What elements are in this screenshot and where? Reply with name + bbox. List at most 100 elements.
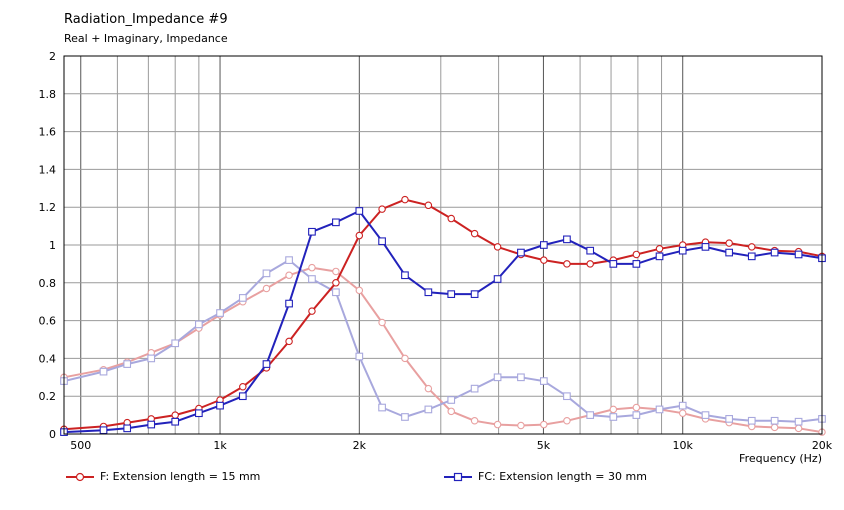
data-point: [632, 403, 641, 412]
data-point: [355, 286, 364, 295]
data-point: [239, 382, 247, 391]
data-point: [424, 384, 433, 393]
data-point: [262, 360, 271, 368]
data-point: [378, 237, 386, 246]
data-point: [123, 360, 132, 368]
data-point: [725, 248, 734, 257]
data-point: [285, 337, 293, 346]
x-tick-label: 5k: [537, 439, 551, 452]
data-point: [747, 416, 756, 425]
data-point: [563, 235, 571, 244]
data-point: [424, 288, 433, 297]
data-point: [794, 417, 803, 426]
data-point: [539, 377, 548, 385]
data-point: [701, 243, 710, 251]
data-point: [308, 263, 316, 272]
series-group: [60, 195, 826, 436]
chart-subtitle: Real + Imaginary, Impedance: [64, 32, 228, 45]
data-point: [794, 250, 803, 259]
data-point: [632, 260, 641, 268]
data-point: [540, 256, 548, 264]
tick-labels: 0 0.2 0.4 0.6 0.8 1 1.2 1.4 1.6 1.8 2 500 1k 2k 5k 10k 2…: [39, 50, 833, 452]
data-point: [701, 411, 710, 419]
data-point: [493, 243, 502, 251]
y-tick-label: 1.6: [39, 126, 57, 139]
data-point: [447, 214, 455, 223]
x-tick-label: 10k: [673, 439, 694, 452]
data-point: [401, 271, 409, 280]
y-tick-label: 1.4: [39, 163, 57, 176]
data-point: [308, 275, 316, 283]
data-point: [238, 392, 247, 401]
data-point: [195, 320, 203, 329]
data-point: [332, 218, 340, 227]
data-point: [678, 246, 687, 255]
data-point: [355, 207, 364, 215]
data-point: [493, 373, 502, 382]
data-point: [378, 205, 386, 213]
data-point: [655, 405, 664, 414]
data-point: [655, 252, 664, 261]
data-point: [401, 354, 409, 363]
legend-label-fc: FC: Extension length = 30 mm: [478, 470, 647, 483]
data-point: [99, 367, 108, 376]
data-point: [609, 413, 618, 421]
data-point: [632, 411, 641, 419]
y-tick-label: 0.4: [39, 352, 57, 365]
legend-marker-square: [444, 472, 472, 481]
data-point: [770, 423, 779, 432]
data-point: [308, 307, 316, 315]
x-tick-label: 1k: [213, 439, 227, 452]
data-point: [332, 288, 340, 297]
data-point: [678, 401, 687, 410]
data-point: [171, 417, 180, 426]
y-tick-label: 0.6: [39, 315, 57, 328]
data-point: [238, 294, 247, 302]
data-point: [401, 413, 409, 421]
data-point: [540, 420, 548, 429]
data-point: [470, 384, 479, 393]
data-point: [424, 405, 433, 414]
data-point: [563, 417, 571, 425]
data-point: [794, 424, 803, 433]
data-point: [401, 195, 409, 204]
data-point: [332, 267, 340, 276]
data-point: [195, 409, 203, 418]
y-tick-label: 1: [49, 239, 56, 252]
data-point: [378, 403, 386, 412]
data-point: [563, 260, 571, 268]
data-point: [216, 401, 224, 410]
data-point: [655, 245, 664, 253]
data-point: [262, 269, 271, 278]
legend-item-f: F: Extension length = 15 mm: [66, 470, 260, 483]
data-point: [609, 405, 618, 414]
data-point: [285, 256, 293, 264]
x-tick-label: 20k: [812, 439, 833, 452]
data-point: [99, 426, 108, 435]
data-point: [355, 352, 364, 361]
y-tick-label: 0.2: [39, 390, 57, 403]
data-point: [678, 409, 687, 417]
data-point: [171, 339, 180, 348]
data-point: [539, 241, 548, 249]
y-tick-label: 1.8: [39, 88, 57, 101]
data-point: [147, 354, 156, 363]
data-point: [725, 239, 733, 247]
data-point: [378, 318, 386, 327]
data-point: [332, 279, 340, 287]
data-point: [470, 290, 479, 298]
y-tick-label: 0: [49, 428, 56, 441]
y-tick-label: 2: [49, 50, 56, 63]
data-point: [586, 411, 595, 419]
data-point: [586, 260, 594, 268]
series-line: [63, 266, 823, 434]
data-point: [447, 290, 456, 298]
data-point: [147, 420, 156, 429]
data-point: [262, 284, 271, 293]
x-axis-label: Frequency (Hz): [739, 452, 822, 465]
data-point: [609, 260, 618, 268]
data-point: [586, 246, 595, 255]
data-point: [285, 299, 293, 308]
data-point: [285, 271, 293, 279]
